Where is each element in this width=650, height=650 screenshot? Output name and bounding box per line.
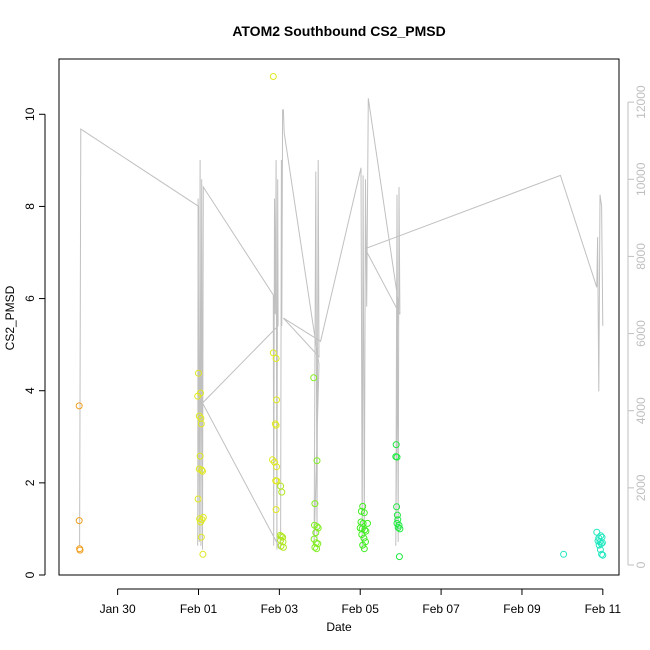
data-point [395,553,403,561]
data-point [199,467,206,475]
y2-tick-label: 12000 [634,85,648,119]
data-point [360,509,368,517]
x-axis-label: Date [326,620,352,634]
data-point [195,369,202,377]
data-point [273,463,280,471]
data-point [269,349,277,357]
x-tick-label: Feb 05 [342,602,380,616]
y2-tick-label: 4000 [634,397,648,424]
data-point [75,517,83,525]
data-point [313,457,321,465]
x-tick-label: Feb 01 [180,602,218,616]
x-tick-label: Feb 03 [261,602,299,616]
data-point [197,533,205,541]
data-point [269,456,276,464]
data-point [598,550,606,558]
x-tick-label: Feb 09 [503,602,541,616]
data-point [360,545,368,553]
x-tick-label: Jan 30 [100,602,136,616]
line-series [79,98,604,550]
data-point [392,441,400,449]
y2-tick-label: 10000 [634,162,648,196]
data-point [313,545,321,553]
y2-tick-label: 2000 [634,474,648,501]
data-point [358,531,366,538]
x-axis: Jan 30 Feb 01 Feb 03 Feb 05 Feb 07 Feb 09 Feb … [100,588,622,616]
data-point [272,355,280,362]
y-tick-label: 6 [23,295,37,302]
data-point [197,518,204,526]
data-point [394,524,402,531]
data-point [393,453,401,461]
line-series-layer [79,98,604,550]
data-point [311,500,319,508]
data-point [393,511,401,519]
data-point [199,550,207,558]
data-point [272,506,280,514]
y-tick-label: 0 [23,571,37,578]
y-tick-label: 2 [23,479,37,486]
y2-tick-label: 8000 [634,243,648,270]
data-point [310,535,318,543]
y-tick-label: 10 [23,107,37,121]
y-tick-label: 8 [23,203,37,210]
y2-tick-label: 6000 [634,320,648,347]
data-point [76,546,84,554]
data-point [194,495,202,503]
data-point [360,534,368,542]
data-point [273,477,281,485]
data-point [598,539,606,547]
plot-frame [58,58,620,576]
data-point [595,534,603,542]
data-point [278,488,286,496]
data-point [599,551,607,559]
data-point [198,466,206,474]
x-tick-label: Feb 11 [585,602,622,616]
data-point [364,519,371,527]
y-tick-label: 4 [23,387,37,394]
data-point [396,525,404,533]
data-point [271,420,279,428]
data-point [312,529,320,537]
y2-tick-label: 0 [634,561,648,568]
point-series-layer [75,73,607,561]
y-axis-label: CS2_PMSD [3,285,17,350]
data-point [393,503,401,511]
data-point [197,420,205,428]
data-point [311,543,319,551]
data-point [560,550,568,558]
data-point [271,458,278,466]
data-point [75,402,83,410]
data-point [593,528,601,536]
y2-axis: 0 2000 4000 6000 8000 10000 12000 [627,85,648,568]
data-point [359,541,367,549]
data-point [393,519,401,527]
y-axis: 0 2 4 6 8 10 [23,107,46,578]
data-point [359,502,367,510]
data-point [310,374,318,382]
chart-title: ATOM2 Southbound CS2_PMSD [232,23,445,39]
x-tick-label: Feb 07 [422,602,460,616]
data-point [272,421,280,429]
data-point [273,396,280,404]
data-point [196,452,204,460]
data-point [279,543,287,551]
data-point [269,73,277,80]
data-point [197,389,204,397]
